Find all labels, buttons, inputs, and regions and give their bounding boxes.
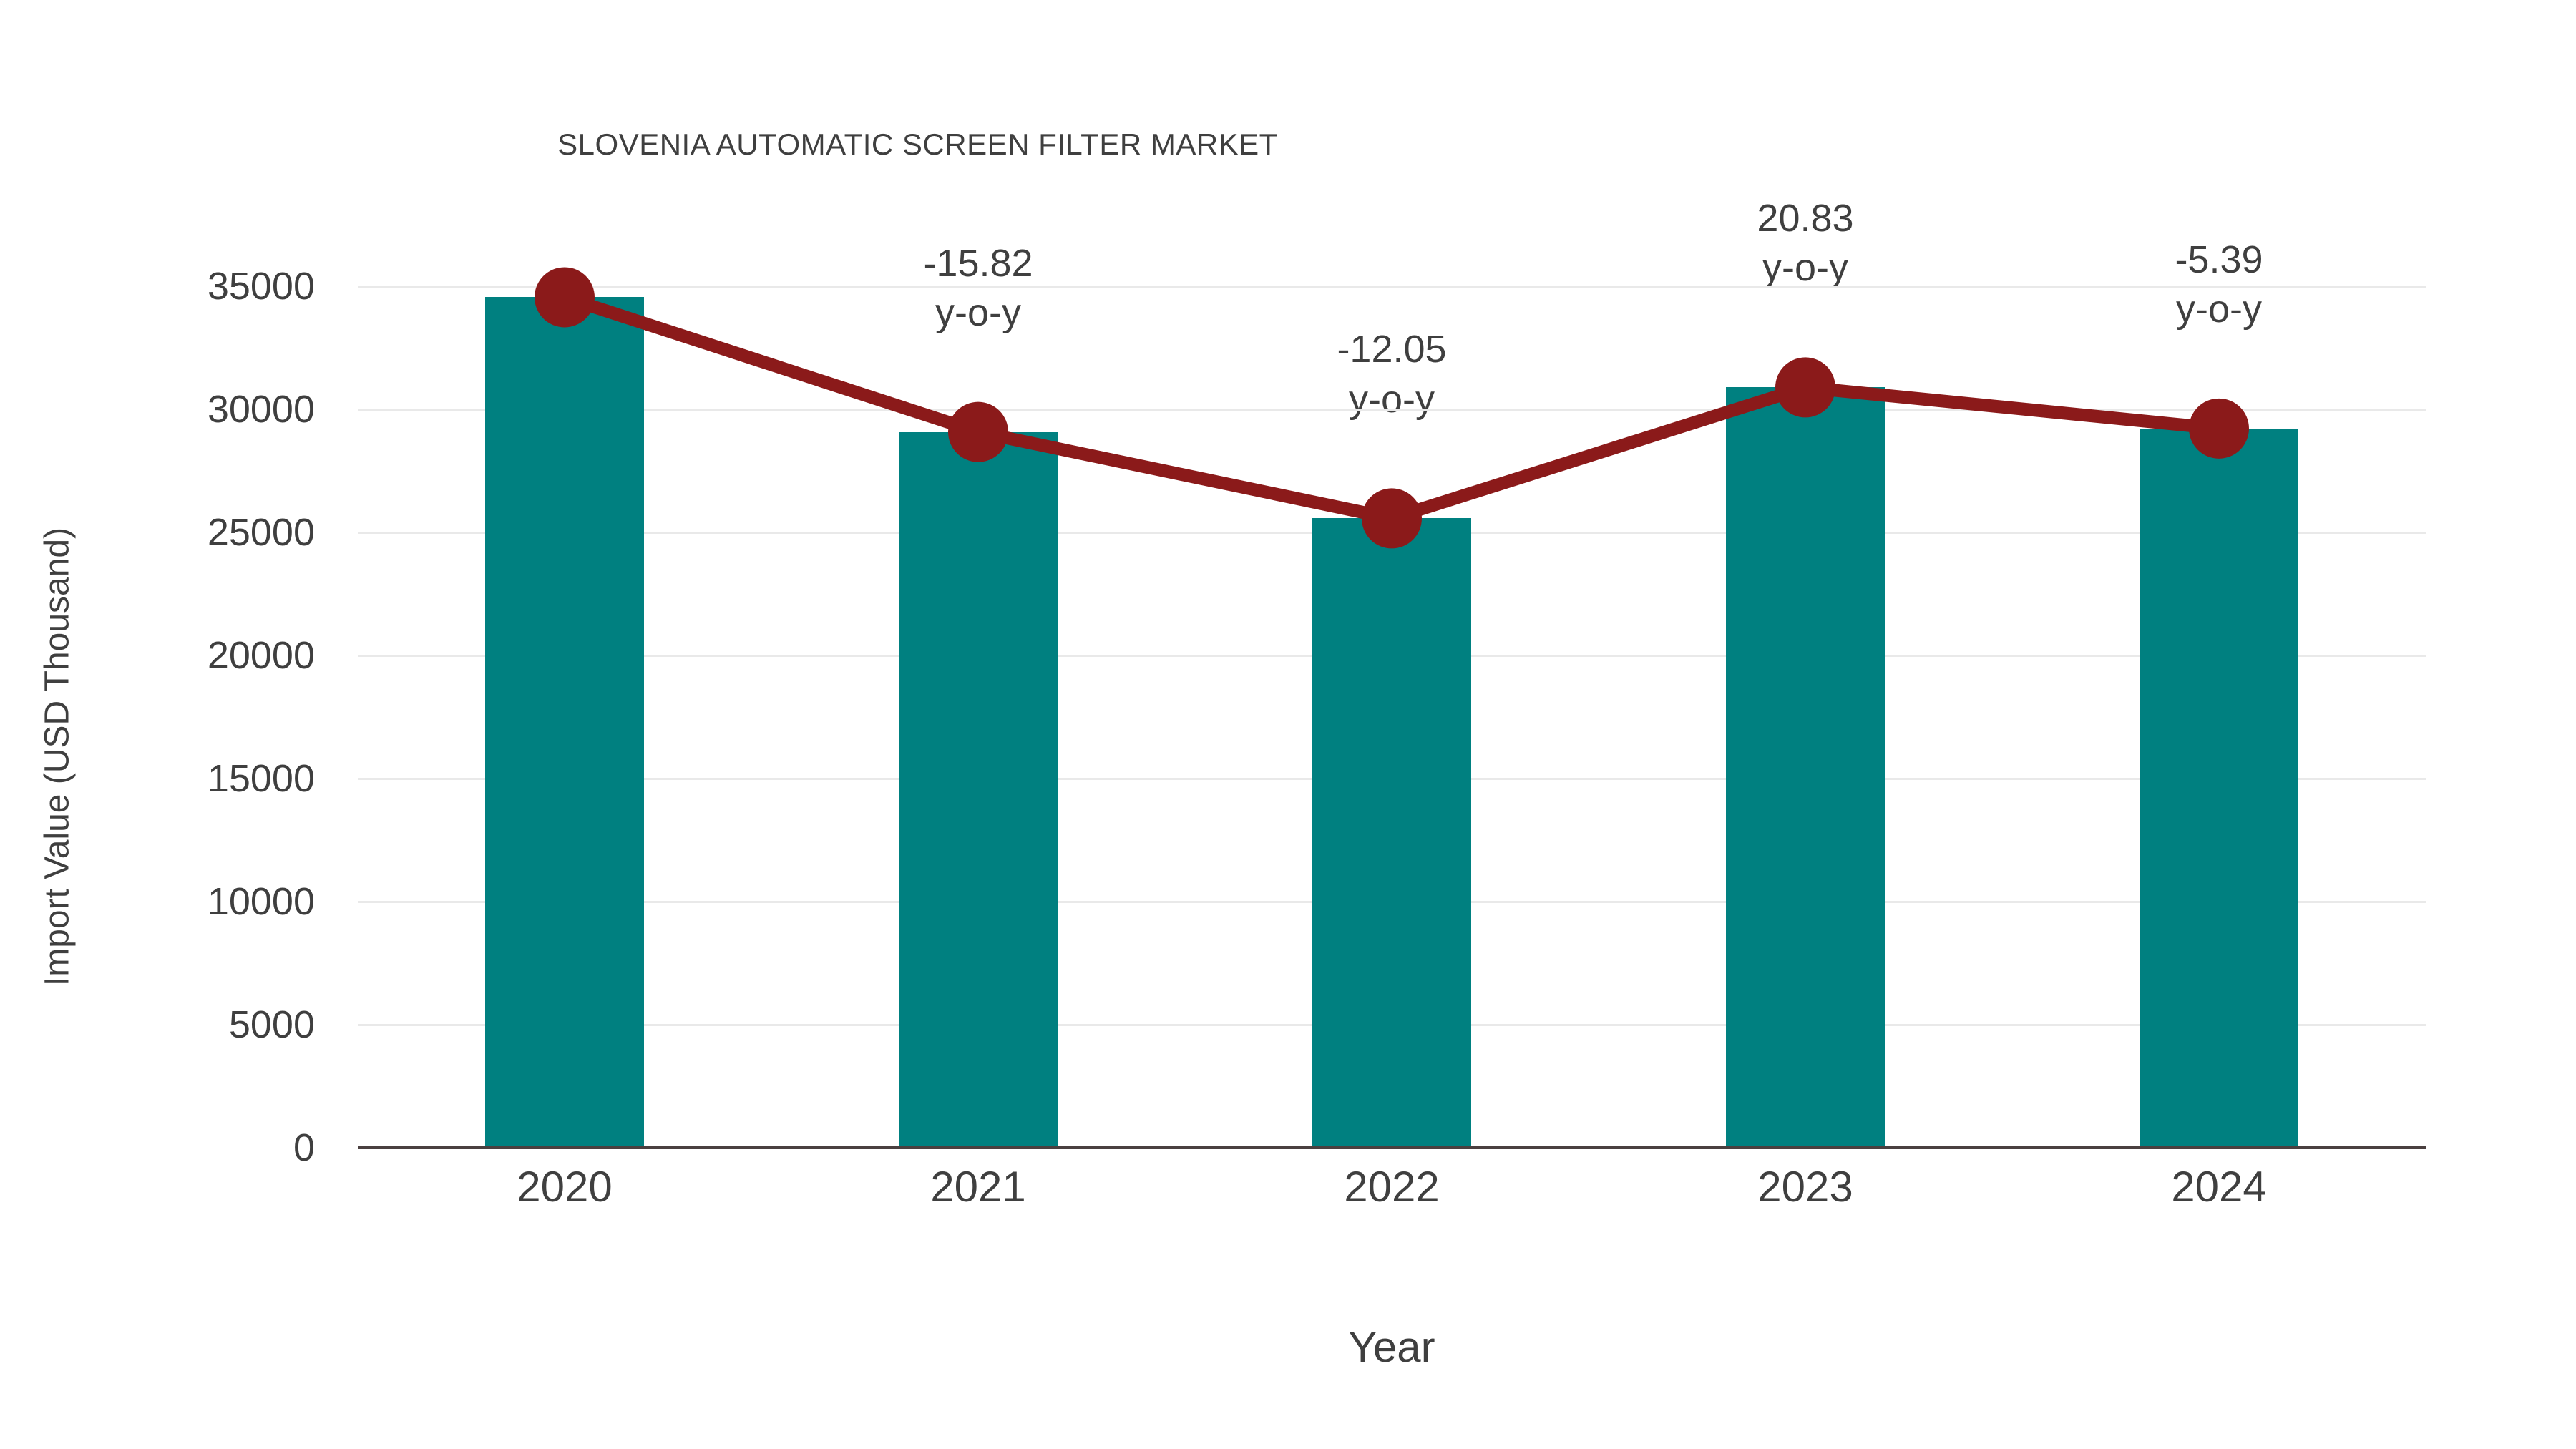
y-axis-tick-label: 10000 <box>207 880 315 923</box>
x-axis-tick-label: 2022 <box>1344 1163 1440 1211</box>
trend-line <box>558 291 2225 525</box>
y-axis-tick-label: 20000 <box>207 634 315 677</box>
yoy-annotation: 20.83 y-o-y <box>1619 194 1991 293</box>
data-point-marker <box>948 401 1008 462</box>
yoy-value: -12.05 <box>1337 328 1447 371</box>
data-point-marker <box>1775 357 1835 418</box>
bar <box>2140 428 2298 1148</box>
bar <box>1312 518 1471 1148</box>
y-axis-tick-label: 35000 <box>207 265 315 308</box>
y-axis-tick-label: 0 <box>293 1126 315 1169</box>
data-point-marker <box>1362 488 1422 549</box>
y-axis-tick-label: 30000 <box>207 388 315 431</box>
bar <box>1726 387 1885 1148</box>
yoy-unit-label: y-o-y <box>2176 287 2262 331</box>
y-axis-tick-label: 5000 <box>228 1003 315 1046</box>
yoy-annotation: -5.39 y-o-y <box>2033 235 2405 334</box>
yoy-unit-label: y-o-y <box>1349 377 1435 421</box>
yoy-unit-label: y-o-y <box>935 291 1021 334</box>
x-axis-tick-label: 2020 <box>517 1163 613 1211</box>
data-point-marker <box>535 267 595 328</box>
yoy-annotation: -15.82 y-o-y <box>792 239 1164 338</box>
x-axis-tick-label: 2021 <box>930 1163 1026 1211</box>
yoy-value: -5.39 <box>2175 238 2263 281</box>
gridline <box>358 285 2426 288</box>
y-axis-tick-label: 25000 <box>207 511 315 554</box>
data-point-marker <box>2189 398 2249 459</box>
yoy-value: -15.82 <box>923 241 1033 285</box>
bar <box>485 297 644 1148</box>
yoy-annotation: -12.05 y-o-y <box>1206 325 1578 424</box>
yoy-unit-label: y-o-y <box>1762 246 1848 290</box>
x-axis-tick-label: 2024 <box>2171 1163 2267 1211</box>
x-axis-tick-label: 2023 <box>1757 1163 1853 1211</box>
plot-area <box>358 267 2426 1149</box>
yoy-value: 20.83 <box>1757 197 1854 240</box>
gridline <box>358 408 2426 411</box>
x-axis-title: Year <box>1348 1323 1435 1371</box>
trend-markers <box>535 267 2249 549</box>
y-axis-tick-label: 15000 <box>207 757 315 800</box>
line-series <box>535 267 2249 549</box>
bar <box>899 431 1058 1148</box>
x-axis-line <box>358 1146 2426 1149</box>
chart-title: SLOVENIA AUTOMATIC SCREEN FILTER MARKET <box>557 127 1278 161</box>
